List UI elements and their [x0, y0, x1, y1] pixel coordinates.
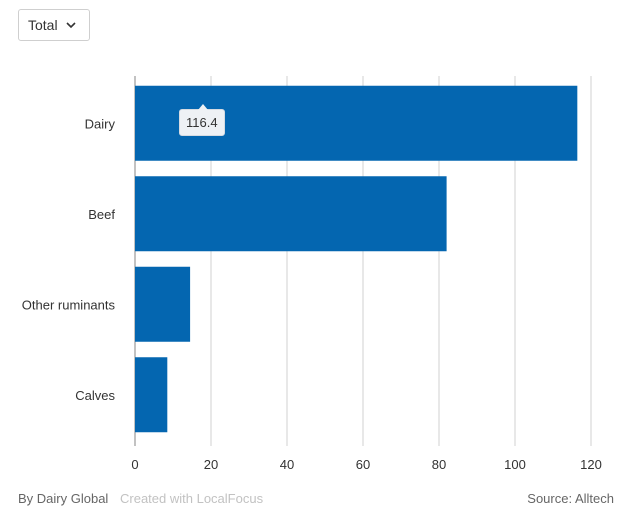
tooltip-value: 116.4	[186, 115, 218, 130]
x-tick-label: 80	[432, 457, 446, 472]
x-tick-label: 60	[356, 457, 370, 472]
bar-beef	[135, 176, 447, 252]
bar-other-ruminants	[135, 266, 191, 342]
x-tick-label: 120	[580, 457, 602, 472]
footer-attribution: By Dairy Global	[18, 491, 109, 506]
category-label: Other ruminants	[22, 297, 116, 312]
bar-chart: Dairy Beef Other ruminants Calves 0 20 40 60 80 1…	[22, 76, 602, 472]
x-tick-label: 20	[204, 457, 218, 472]
footer-source: Source: Alltech	[527, 491, 614, 506]
series-dropdown[interactable]: Total	[18, 9, 90, 41]
x-tick-label: 100	[504, 457, 526, 472]
category-label: Beef	[88, 207, 115, 222]
category-label: Dairy	[85, 116, 116, 131]
value-tooltip: 116.4	[179, 104, 225, 136]
bar-calves	[135, 357, 168, 433]
category-label: Calves	[75, 388, 115, 403]
x-tick-label: 40	[280, 457, 294, 472]
x-tick-label: 0	[131, 457, 138, 472]
chevron-down-icon	[66, 22, 76, 29]
dropdown-selected-label: Total	[28, 17, 58, 33]
footer-created-with-link[interactable]: Created with LocalFocus	[120, 491, 264, 506]
